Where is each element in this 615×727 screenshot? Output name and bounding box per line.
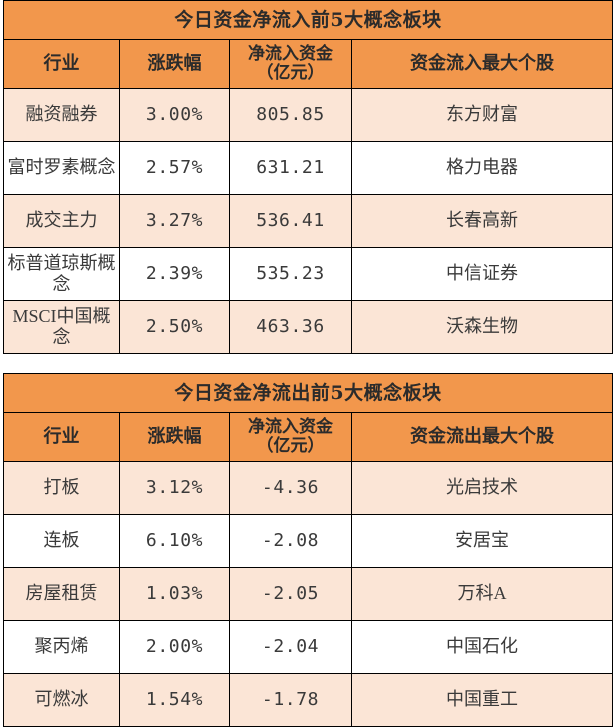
cell-netflow: -4.36: [229, 461, 352, 515]
cell-top-stock: 万科A: [350, 567, 614, 621]
table-row: 房屋租赁 1.03% -2.05 万科A: [3, 567, 614, 621]
column-header-netflow-line1: 净流入资金: [248, 43, 333, 64]
cell-change: 1.54%: [119, 673, 230, 727]
net-outflow-table: 今日资金净流出前5大概念板块 行业 涨跌幅 净流入资金 （亿元） 资金流出最大个…: [2, 373, 614, 727]
cell-top-stock: 长春高新: [350, 194, 614, 248]
cell-industry: 连板: [3, 514, 120, 568]
cell-industry: 可燃冰: [3, 673, 120, 727]
cell-change: 3.27%: [119, 194, 230, 248]
cell-netflow: -1.78: [229, 673, 352, 727]
cell-industry: 成交主力: [3, 194, 120, 248]
cell-industry: MSCI中国概念: [3, 300, 120, 354]
table-row: 可燃冰 1.54% -1.78 中国重工: [3, 673, 614, 727]
cell-industry: 融资融券: [3, 88, 120, 142]
table-title-row: 今日资金净流出前5大概念板块: [2, 373, 614, 413]
column-header-netflow-line1: 净流入资金: [248, 416, 333, 437]
column-header-netflow: 净流入资金 （亿元）: [229, 412, 352, 462]
cell-industry: 房屋租赁: [3, 567, 120, 621]
cell-top-stock: 中国重工: [350, 673, 614, 727]
cell-industry: 富时罗素概念: [3, 141, 120, 195]
cell-change: 3.12%: [119, 461, 230, 515]
column-header-industry: 行业: [3, 412, 120, 462]
cell-change: 2.39%: [119, 247, 230, 301]
cell-netflow: -2.04: [229, 620, 352, 674]
table-separator: [3, 354, 612, 373]
column-header-top-stock: 资金流出最大个股: [350, 412, 614, 462]
net-inflow-table: 今日资金净流入前5大概念板块 行业 涨跌幅 净流入资金 （亿元） 资金流入最大个…: [2, 0, 614, 354]
cell-change: 6.10%: [119, 514, 230, 568]
cell-netflow: -2.08: [229, 514, 352, 568]
cell-top-stock: 格力电器: [350, 141, 614, 195]
table-row: 打板 3.12% -4.36 光启技术: [3, 461, 614, 515]
table-header-row: 行业 涨跌幅 净流入资金 （亿元） 资金流出最大个股: [3, 412, 614, 462]
table-row: 富时罗素概念 2.57% 631.21 格力电器: [3, 141, 614, 195]
net-outflow-table-title: 今日资金净流出前5大概念板块: [2, 373, 614, 413]
cell-industry: 打板: [3, 461, 120, 515]
column-header-change: 涨跌幅: [119, 39, 230, 89]
cell-top-stock: 中国石化: [350, 620, 614, 674]
cell-top-stock: 东方财富: [350, 88, 614, 142]
cell-netflow: 536.41: [229, 194, 352, 248]
cell-netflow: 535.23: [229, 247, 352, 301]
table-row: 融资融券 3.00% 805.85 东方财富: [3, 88, 614, 142]
table-row: 聚丙烯 2.00% -2.04 中国石化: [3, 620, 614, 674]
table-row: 标普道琼斯概念 2.39% 535.23 中信证券: [3, 247, 614, 301]
column-header-netflow: 净流入资金 （亿元）: [229, 39, 352, 89]
cell-change: 1.03%: [119, 567, 230, 621]
cell-netflow: -2.05: [229, 567, 352, 621]
cell-netflow: 463.36: [229, 300, 352, 354]
cell-netflow: 631.21: [229, 141, 352, 195]
column-header-netflow-line2: （亿元）: [256, 63, 325, 83]
cell-change: 3.00%: [119, 88, 230, 142]
column-header-industry: 行业: [3, 39, 120, 89]
table-row: 成交主力 3.27% 536.41 长春高新: [3, 194, 614, 248]
table-row: 连板 6.10% -2.08 安居宝: [3, 514, 614, 568]
cell-change: 2.50%: [119, 300, 230, 354]
table-title-row: 今日资金净流入前5大概念板块: [2, 0, 614, 40]
column-header-top-stock: 资金流入最大个股: [350, 39, 614, 89]
cell-industry: 标普道琼斯概念: [3, 247, 120, 301]
cell-top-stock: 安居宝: [350, 514, 614, 568]
column-header-change: 涨跌幅: [119, 412, 230, 462]
cell-top-stock: 光启技术: [350, 461, 614, 515]
cell-top-stock: 中信证券: [350, 247, 614, 301]
cell-netflow: 805.85: [229, 88, 352, 142]
net-inflow-table-title: 今日资金净流入前5大概念板块: [2, 0, 614, 40]
cell-industry: 聚丙烯: [3, 620, 120, 674]
column-header-netflow-line2: （亿元）: [256, 436, 325, 456]
cell-change: 2.00%: [119, 620, 230, 674]
table-row: MSCI中国概念 2.50% 463.36 沃森生物: [3, 300, 614, 354]
table-header-row: 行业 涨跌幅 净流入资金 （亿元） 资金流入最大个股: [3, 39, 614, 89]
cell-change: 2.57%: [119, 141, 230, 195]
cell-top-stock: 沃森生物: [350, 300, 614, 354]
